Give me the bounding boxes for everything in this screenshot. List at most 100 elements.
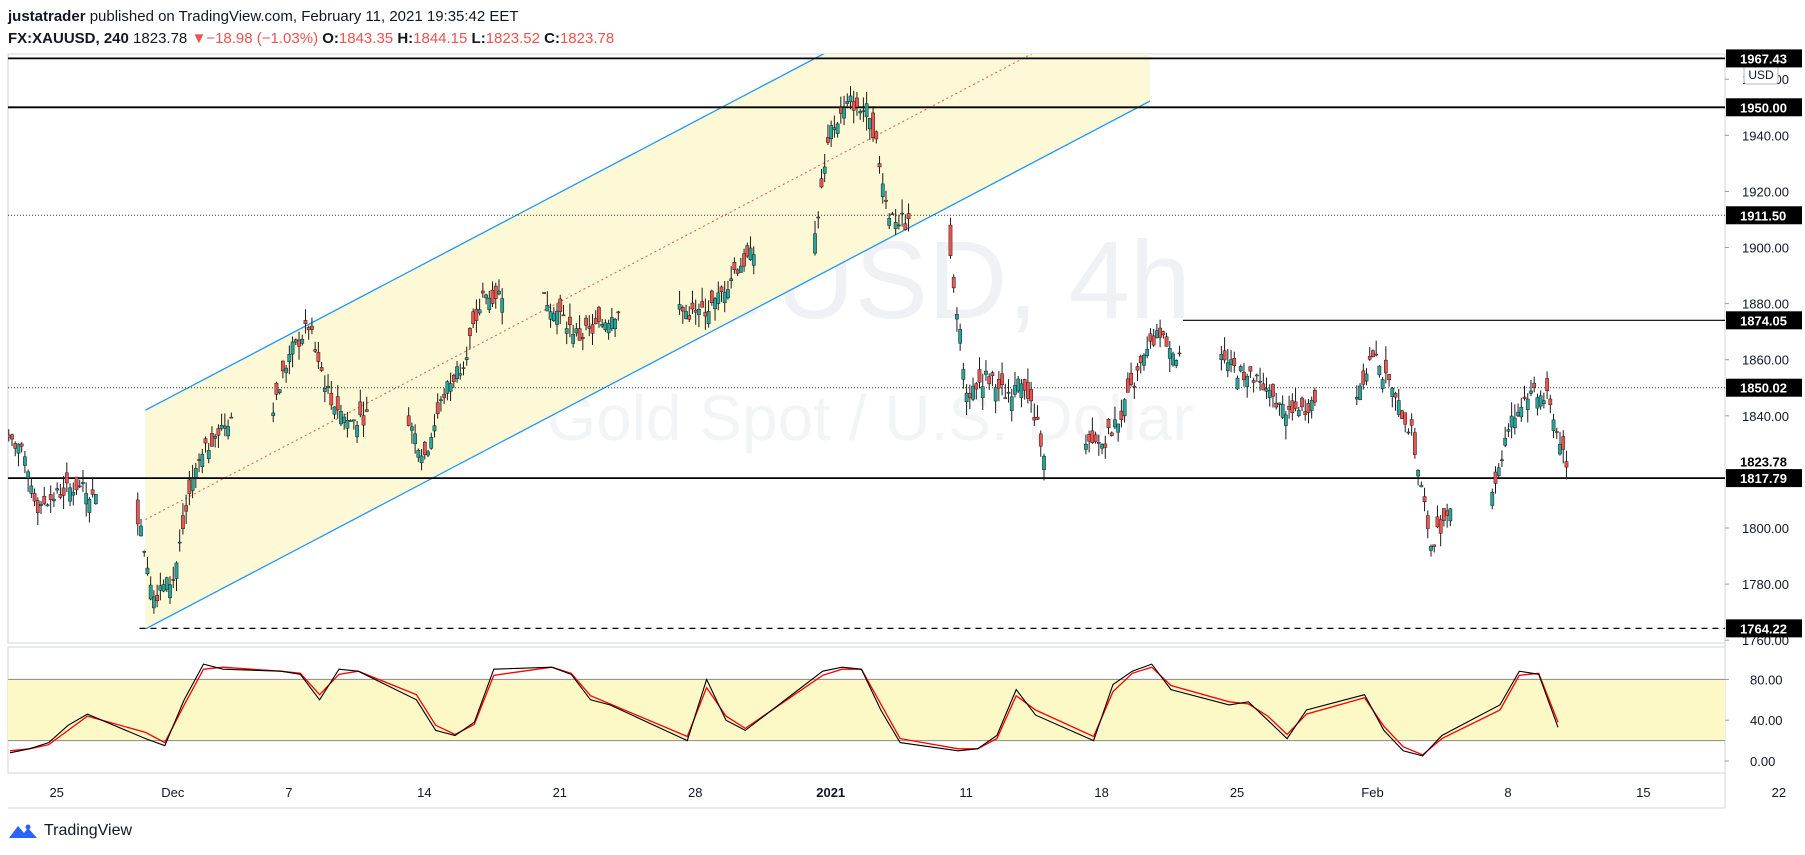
candle-body [284, 367, 288, 373]
candle-body [951, 277, 956, 289]
candle-body [177, 541, 182, 544]
candle-body [1290, 400, 1295, 413]
candle-body [229, 416, 234, 419]
candle-body [1, 444, 4, 445]
candle-body [1026, 381, 1030, 399]
time-tick-label: 14 [417, 785, 431, 800]
candle-body [1432, 544, 1437, 547]
candle-body [94, 494, 98, 504]
candle-body [1390, 387, 1395, 397]
candle-body [697, 309, 701, 316]
candle-body [490, 289, 495, 304]
candle-body [1367, 356, 1372, 360]
candle-body [74, 476, 79, 491]
high-label: H: [397, 30, 414, 47]
candle-body [684, 311, 688, 319]
price-label-box [1726, 452, 1802, 471]
candle-body [464, 357, 469, 360]
price-label-box [1726, 98, 1802, 117]
time-tick-label: 8 [1504, 785, 1511, 800]
close-label: C: [544, 30, 560, 47]
candle-body [32, 493, 37, 502]
candle-body [55, 488, 59, 491]
candle-body [442, 394, 446, 398]
candle-body [1361, 370, 1366, 385]
candle-body [1516, 411, 1520, 417]
candle-body [1548, 398, 1553, 406]
candle-body [1300, 397, 1304, 408]
candle-body [410, 426, 414, 431]
candle-body [742, 253, 746, 267]
candle-body [1242, 371, 1246, 380]
candle-body [345, 420, 350, 429]
candle-body [1009, 396, 1014, 411]
candle-body [1038, 433, 1043, 447]
candle-body [571, 334, 575, 344]
candle-body [600, 324, 605, 327]
price-tick-label: 1860.00 [1742, 353, 1789, 368]
candle-body [10, 434, 14, 440]
candle-body [461, 367, 466, 369]
candle-body [1271, 384, 1275, 397]
candle-body [84, 493, 89, 505]
candle-body [477, 309, 482, 314]
candle-body [593, 318, 598, 325]
candle-body [339, 411, 343, 425]
candle-body [545, 304, 550, 312]
candle-body [735, 269, 740, 274]
channel-upper-line [145, 54, 825, 411]
open-label: O: [322, 30, 339, 47]
candle-body [1151, 335, 1156, 346]
candle-body [52, 498, 56, 502]
candle-body [1313, 390, 1317, 403]
candle-body [961, 369, 966, 380]
candle-body [174, 562, 179, 579]
candle-body [964, 392, 969, 403]
price-label-box [1726, 469, 1802, 488]
candle-body [874, 131, 879, 140]
tradingview-logo[interactable]: TradingView [8, 822, 132, 840]
candle-body [580, 337, 585, 339]
candle-body [1529, 390, 1533, 394]
price-label-box [1726, 619, 1802, 638]
candle-body [977, 369, 982, 383]
candle-body [1277, 402, 1282, 405]
price-label: 1764.22 [1740, 621, 1787, 636]
candle-body [45, 504, 50, 507]
candle-body [310, 325, 314, 330]
stoch-tick-label: 0.00 [1750, 754, 1775, 769]
channel-lower-line [145, 100, 1151, 630]
candle-body [1032, 417, 1037, 421]
candle-body [1422, 496, 1427, 503]
tradingview-logo-text: TradingView [44, 822, 133, 839]
candle-body [1087, 434, 1092, 442]
candle-body [1235, 377, 1240, 390]
candle-body [342, 416, 347, 423]
candle-body [1255, 374, 1259, 377]
candle-body [1387, 374, 1391, 381]
channel-fill [145, 54, 1150, 629]
candle-body [958, 329, 962, 344]
candle-body [1448, 508, 1453, 522]
candle-body [1084, 443, 1088, 450]
candle-body [1258, 381, 1262, 383]
candle-body [1142, 354, 1146, 366]
candle-body [1261, 383, 1266, 391]
candle-body [1158, 327, 1162, 338]
price-label-box [1726, 311, 1802, 330]
candle-body [493, 285, 498, 299]
candle-body [832, 127, 837, 130]
candle-body [155, 595, 159, 602]
high-value: 1844.15 [413, 30, 468, 47]
candle-body [355, 425, 359, 438]
author-name[interactable]: justatrader [8, 8, 86, 25]
candle-body [1138, 355, 1143, 363]
candle-body [1558, 443, 1562, 455]
candle-body [48, 494, 53, 500]
open-value: 1843.35 [338, 30, 394, 47]
candle-body [680, 307, 685, 312]
candle-body [829, 125, 833, 140]
candle-body [316, 352, 321, 362]
candle-body [613, 319, 617, 330]
